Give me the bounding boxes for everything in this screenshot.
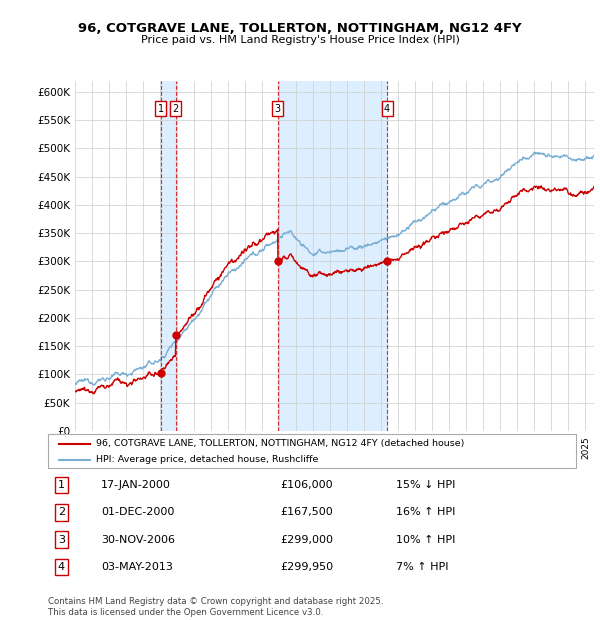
Text: £299,000: £299,000	[280, 534, 334, 544]
Text: 96, COTGRAVE LANE, TOLLERTON, NOTTINGHAM, NG12 4FY: 96, COTGRAVE LANE, TOLLERTON, NOTTINGHAM…	[78, 22, 522, 35]
Text: 10% ↑ HPI: 10% ↑ HPI	[397, 534, 456, 544]
Text: 3: 3	[58, 534, 65, 544]
Text: 3: 3	[275, 104, 281, 114]
Text: 2: 2	[173, 104, 179, 114]
Text: 4: 4	[58, 562, 65, 572]
Text: £299,950: £299,950	[280, 562, 334, 572]
Text: 4: 4	[384, 104, 390, 114]
Bar	[278, 81, 387, 431]
Text: £106,000: £106,000	[280, 480, 333, 490]
Text: HPI: Average price, detached house, Rushcliffe: HPI: Average price, detached house, Rush…	[95, 455, 318, 464]
Text: 03-MAY-2013: 03-MAY-2013	[101, 562, 173, 572]
Text: 1: 1	[58, 480, 65, 490]
Text: £167,500: £167,500	[280, 507, 333, 518]
Text: 15% ↓ HPI: 15% ↓ HPI	[397, 480, 456, 490]
Text: 1: 1	[158, 104, 164, 114]
Text: 7% ↑ HPI: 7% ↑ HPI	[397, 562, 449, 572]
Text: Price paid vs. HM Land Registry's House Price Index (HPI): Price paid vs. HM Land Registry's House …	[140, 35, 460, 45]
Bar	[161, 81, 176, 431]
Text: 96, COTGRAVE LANE, TOLLERTON, NOTTINGHAM, NG12 4FY (detached house): 96, COTGRAVE LANE, TOLLERTON, NOTTINGHAM…	[95, 439, 464, 448]
Text: 30-NOV-2006: 30-NOV-2006	[101, 534, 175, 544]
Text: 2: 2	[58, 507, 65, 518]
Text: 17-JAN-2000: 17-JAN-2000	[101, 480, 170, 490]
Text: Contains HM Land Registry data © Crown copyright and database right 2025.
This d: Contains HM Land Registry data © Crown c…	[48, 598, 383, 617]
Text: 01-DEC-2000: 01-DEC-2000	[101, 507, 174, 518]
Text: 16% ↑ HPI: 16% ↑ HPI	[397, 507, 456, 518]
FancyBboxPatch shape	[48, 434, 576, 468]
